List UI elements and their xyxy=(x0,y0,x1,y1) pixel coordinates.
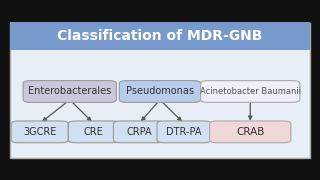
Text: Pseudomonas: Pseudomonas xyxy=(126,87,194,96)
FancyBboxPatch shape xyxy=(113,121,164,143)
Text: Enterobacterales: Enterobacterales xyxy=(28,87,111,96)
FancyBboxPatch shape xyxy=(201,81,300,102)
Text: CRPA: CRPA xyxy=(126,127,152,137)
FancyBboxPatch shape xyxy=(210,121,291,143)
Text: Acinetobacter Baumanii: Acinetobacter Baumanii xyxy=(200,87,301,96)
FancyBboxPatch shape xyxy=(119,81,201,102)
Text: Classification of MDR-GNB: Classification of MDR-GNB xyxy=(57,29,263,42)
FancyBboxPatch shape xyxy=(68,121,119,143)
FancyBboxPatch shape xyxy=(11,121,68,143)
Text: 3GCRE: 3GCRE xyxy=(23,127,56,137)
Text: CRE: CRE xyxy=(84,127,104,137)
FancyBboxPatch shape xyxy=(157,121,211,143)
FancyBboxPatch shape xyxy=(23,81,116,102)
Text: CRAB: CRAB xyxy=(236,127,264,137)
Text: DTR-PA: DTR-PA xyxy=(166,127,202,137)
